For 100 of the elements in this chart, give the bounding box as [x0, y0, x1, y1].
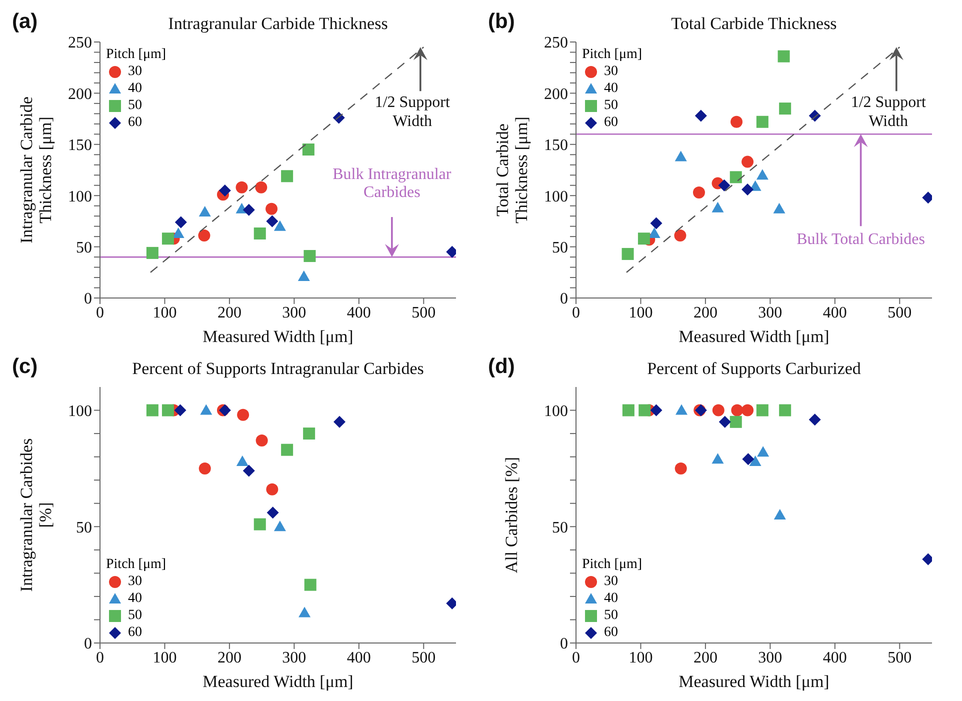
x-tick-label: 200: [217, 649, 242, 666]
point: [730, 116, 743, 128]
chart-title: Percent of Supports Carburized: [646, 359, 862, 379]
x-tick-label: 0: [96, 304, 104, 322]
point: [749, 455, 762, 466]
x-axis-title: Measured Width [μm]: [678, 672, 830, 691]
point: [730, 416, 742, 428]
x-tick-label: 100: [152, 649, 177, 666]
point: [266, 506, 279, 519]
legend-title: Pitch [μm]: [582, 46, 642, 63]
legend-label: 60: [128, 114, 142, 131]
x-tick-label: 100: [628, 649, 653, 666]
point: [756, 169, 768, 180]
legend-label: 30: [128, 573, 142, 590]
y-tick-label: 0: [560, 636, 568, 653]
point: [712, 202, 724, 212]
point: [779, 102, 792, 115]
point: [242, 464, 255, 477]
point: [692, 186, 705, 199]
point: [281, 444, 294, 456]
x-axis-title: Measured Width [μm]: [202, 327, 354, 346]
point: [255, 181, 268, 194]
point: [774, 509, 786, 520]
point: [304, 578, 316, 591]
point: [730, 171, 742, 184]
x-tick-label: 300: [758, 304, 782, 322]
point: [198, 206, 211, 216]
y-tick-label: 50: [76, 239, 92, 256]
x-tick-label: 0: [572, 304, 580, 322]
point: [302, 144, 314, 156]
point: [172, 227, 184, 238]
point: [274, 520, 286, 532]
y-tick-label: 200: [544, 86, 568, 103]
text: (c): [12, 355, 38, 379]
point: [298, 606, 311, 618]
point: [712, 404, 724, 416]
x-tick-label: 500: [412, 649, 436, 666]
y-tick-label: 150: [68, 137, 92, 154]
legend-label: 50: [128, 97, 142, 114]
point: [236, 455, 248, 466]
point: [198, 462, 211, 474]
point: [756, 116, 768, 128]
chart-title: Percent of Supports Intragranular Carbides: [131, 359, 425, 379]
point: [236, 181, 248, 194]
y-tick-label: 0: [84, 636, 92, 653]
point: [779, 404, 792, 416]
y-tick-label: 0: [84, 290, 92, 308]
point: [676, 404, 688, 415]
point: [146, 404, 158, 416]
text: (b): [488, 10, 515, 34]
point: [773, 202, 786, 214]
y-tick-label: 50: [76, 519, 92, 536]
chart-title: Total Carbide Thickness: [670, 14, 838, 34]
point: [808, 414, 821, 426]
x-tick-label: 500: [412, 304, 436, 322]
point: [146, 246, 158, 259]
legend-label: 40: [128, 590, 142, 607]
y-tick-label: 150: [544, 137, 568, 154]
point: [218, 184, 231, 196]
x-tick-label: 500: [888, 649, 912, 666]
annotation: 1/2 Support Width: [850, 93, 927, 132]
x-tick-label: 100: [628, 304, 653, 322]
legend-label: 50: [604, 607, 618, 624]
x-tick-label: 200: [693, 649, 718, 666]
x-tick-label: 500: [888, 304, 912, 322]
point: [237, 408, 250, 421]
point: [242, 204, 255, 216]
point: [742, 453, 754, 466]
x-tick-label: 400: [346, 649, 371, 666]
x-tick-label: 100: [152, 304, 177, 322]
y-tick-label: 50: [552, 519, 568, 536]
legend-label: 40: [604, 80, 618, 97]
y-tick-label: 100: [544, 402, 568, 420]
point: [266, 202, 278, 215]
ref-line-label: Bulk Intragranular Carbides: [332, 166, 452, 202]
y-tick-label: 200: [68, 86, 92, 103]
y-tick-label: 250: [544, 34, 568, 52]
point: [718, 416, 731, 428]
point: [254, 518, 266, 530]
point: [694, 110, 707, 122]
point: [712, 453, 724, 464]
legend-label: 40: [604, 590, 618, 607]
point: [304, 250, 316, 262]
y-axis-title: All Carbides [%]: [502, 456, 521, 574]
x-tick-label: 200: [693, 304, 718, 322]
point: [174, 216, 187, 228]
x-tick-label: 400: [822, 304, 847, 322]
point: [298, 270, 310, 281]
point: [200, 404, 212, 415]
point: [333, 416, 346, 428]
point: [174, 404, 186, 416]
legend-title: Pitch [μm]: [582, 556, 642, 573]
y-tick-label: 100: [544, 188, 568, 206]
point: [718, 179, 730, 192]
point: [674, 462, 687, 474]
ref-line-label: Bulk Total Carbides: [796, 231, 925, 248]
chart-title: Intragranular Carbide Thickness: [167, 14, 389, 34]
point: [256, 434, 268, 447]
y-tick-label: 250: [68, 34, 92, 52]
x-tick-label: 300: [282, 304, 306, 322]
